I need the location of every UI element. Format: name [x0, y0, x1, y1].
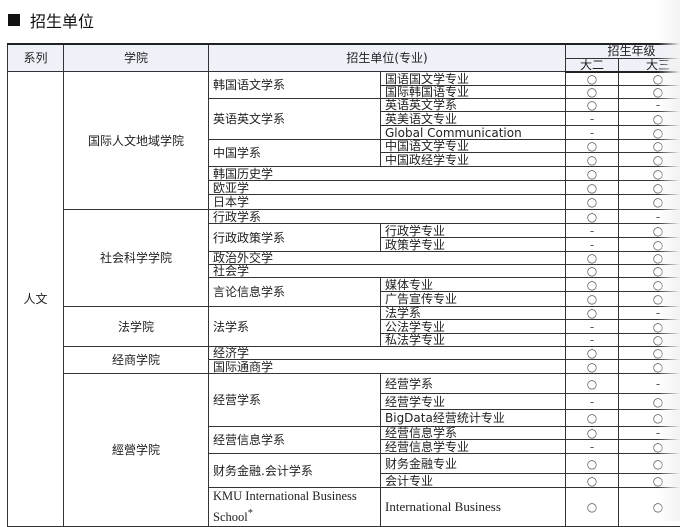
major-cell: Global Communication [381, 126, 566, 140]
year2-mark: ○ [566, 265, 619, 278]
college-cell: 经商学院 [64, 347, 209, 374]
year2-mark: ○ [566, 307, 619, 320]
dept-name: 法学系 [213, 320, 249, 334]
college-cell: 法学院 [64, 307, 209, 347]
page-edge-shadow [658, 0, 680, 521]
year2-mark: ○ [566, 292, 619, 307]
year2-mark: ○ [566, 210, 619, 224]
dept-cell: 言论信息学系 [209, 278, 381, 307]
division-cell: 人文 [8, 72, 64, 527]
dept-name: KMU International Business School [213, 489, 357, 524]
major-cell: 法学系 [381, 307, 566, 320]
dept-name: 经营学系 [213, 393, 261, 407]
dept-cell: 韩国语文学系 [209, 72, 381, 99]
dept-name: 经营信息学系 [213, 433, 285, 447]
dept-name: 行政政策学系 [213, 231, 285, 245]
page-title: 招生单位 [30, 8, 94, 32]
square-bullet-icon [8, 14, 20, 26]
dept-cell: 经营信息学系 [209, 427, 381, 454]
year2-mark: - [566, 394, 619, 410]
year2-mark: ○ [566, 153, 619, 167]
header-division: 系列 [8, 44, 64, 72]
major-cell: 国语国文学专业 [381, 72, 566, 86]
major-cell: 会计专业 [381, 474, 566, 488]
dept-cell: 英语英文学系 [209, 99, 381, 140]
major-cell: 经营信息学系 [381, 427, 566, 440]
year2-mark: - [566, 440, 619, 454]
major-cell: 英语英文学系 [381, 99, 566, 112]
dept-cell: 社会学 [209, 265, 566, 278]
year2-mark: - [566, 238, 619, 252]
major-cell: 中国政经学专业 [381, 153, 566, 167]
year2-mark: ○ [566, 410, 619, 427]
year2-mark: - [566, 126, 619, 140]
major-cell: 经营学系 [381, 374, 566, 394]
college-cell: 国际人文地域学院 [64, 72, 209, 210]
year2-mark: - [566, 320, 619, 334]
major-cell: 国际韩国语专业 [381, 86, 566, 99]
major-cell: 广告宣传专业 [381, 292, 566, 307]
year2-mark: ○ [566, 374, 619, 394]
major-cell: 行政学专业 [381, 224, 566, 238]
dept-cell: 欧亚学 [209, 181, 566, 195]
year2-mark: ○ [566, 86, 619, 99]
year2-mark: ○ [566, 474, 619, 488]
year2-mark: ○ [566, 360, 619, 374]
major-cell: 经营学专业 [381, 394, 566, 410]
major-cell: 中国语文学专业 [381, 140, 566, 153]
dept-cell: 韩国历史学 [209, 167, 566, 181]
header-unit: 招生单位(专业) [209, 44, 566, 72]
dept-name: 言论信息学系 [213, 285, 285, 299]
year2-mark: - [566, 224, 619, 238]
dept-name: 中国学系 [213, 146, 261, 160]
dept-name: 韩国语文学系 [213, 78, 285, 92]
year2-mark: ○ [566, 195, 619, 210]
note-mark: * [248, 508, 253, 519]
year2-mark: ○ [566, 181, 619, 195]
year2-mark: - [566, 334, 619, 347]
dept-cell: 国际通商学 [209, 360, 566, 374]
header-college: 学院 [64, 44, 209, 72]
header-year2: 大二 [566, 58, 619, 72]
major-cell: BigData经营统计专业 [381, 410, 566, 427]
table-body: 人文国际人文地域学院韩国语文学系国语国文学专业○○国际韩国语专业○○英语英文学系… [8, 72, 680, 527]
major-cell: 经营信息学专业 [381, 440, 566, 454]
dept-cell: 法学系 [209, 307, 381, 347]
year2-mark: ○ [566, 167, 619, 181]
major-cell: 私法学专业 [381, 334, 566, 347]
dept-cell: 日本学 [209, 195, 566, 210]
year2-mark: ○ [566, 140, 619, 153]
year2-mark: ○ [566, 99, 619, 112]
dept-cell: 中国学系 [209, 140, 381, 167]
major-cell: 财务金融专业 [381, 454, 566, 474]
dept-name: 财务金融.会计学系 [213, 464, 313, 478]
college-cell: 社会科学学院 [64, 210, 209, 307]
year2-mark: ○ [566, 427, 619, 440]
major-cell: 英美语文专业 [381, 112, 566, 126]
year2-mark: ○ [566, 72, 619, 86]
year2-mark: ○ [566, 347, 619, 360]
major-cell: 公法学专业 [381, 320, 566, 334]
major-cell: 媒体专业 [381, 278, 566, 292]
major-cell: 政策学专业 [381, 238, 566, 252]
page-heading: 招生单位 [8, 8, 94, 32]
dept-cell: 经济学 [209, 347, 566, 360]
college-cell: 經營学院 [64, 374, 209, 527]
dept-cell: 行政政策学系 [209, 224, 381, 252]
dept-name: 英语英文学系 [213, 112, 285, 126]
year2-mark: ○ [566, 278, 619, 292]
dept-cell: 政治外交学 [209, 252, 566, 265]
dept-cell: 经营学系 [209, 374, 381, 427]
year2-mark: ○ [566, 252, 619, 265]
dept-cell: 财务金融.会计学系 [209, 454, 381, 488]
dept-cell: 行政学系 [209, 210, 566, 224]
year2-mark: - [566, 112, 619, 126]
year2-mark: ○ [566, 454, 619, 474]
admission-units-table: 系列 学院 招生单位(专业) 招生年级 大二 大三 人文国际人文地域学院韩国语文… [7, 43, 680, 527]
